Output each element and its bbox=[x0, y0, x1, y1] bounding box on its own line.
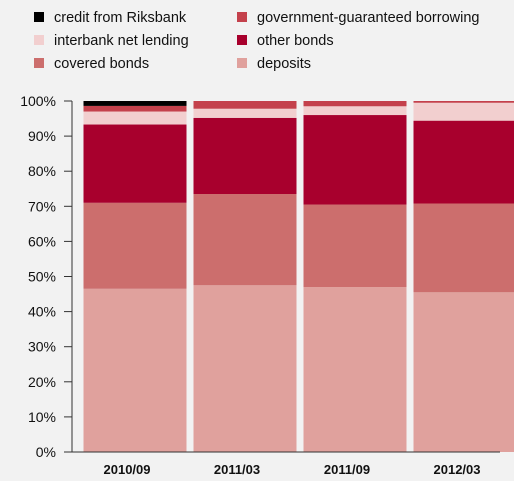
bar-other-bonds-2012-03 bbox=[413, 120, 514, 204]
bars bbox=[83, 101, 514, 452]
bar-deposits-2011-03 bbox=[193, 285, 297, 452]
legend: credit from Riksbank government-guarantee… bbox=[34, 10, 479, 72]
legend-label-government-guaranteed-borrowing: government-guaranteed borrowing bbox=[257, 10, 479, 26]
bar-government-guaranteed-borrowing-2011-03 bbox=[193, 101, 297, 109]
y-tick-label: 0% bbox=[36, 444, 56, 460]
bar-other-bonds-2010-09 bbox=[83, 124, 187, 203]
y-tick-label: 70% bbox=[28, 198, 56, 214]
x-category-label: 2012/03 bbox=[434, 462, 481, 477]
legend-label-covered-bonds: covered bonds bbox=[54, 56, 149, 72]
y-tick-label: 10% bbox=[28, 409, 56, 425]
bar-covered-bonds-2011-09 bbox=[303, 204, 407, 288]
legend-swatch-other-bonds bbox=[237, 35, 247, 45]
bar-deposits-2011-09 bbox=[303, 287, 407, 452]
bar-deposits-2010-09 bbox=[83, 288, 187, 452]
y-tick-label: 60% bbox=[28, 233, 56, 249]
bar-credit-from-riksbank-2010-09 bbox=[83, 101, 187, 106]
legend-label-other-bonds: other bonds bbox=[257, 33, 334, 49]
bar-other-bonds-2011-09 bbox=[303, 115, 407, 205]
legend-swatch-credit-from-riksbank bbox=[34, 12, 44, 22]
bar-government-guaranteed-borrowing-2010-09 bbox=[83, 105, 187, 112]
bar-interbank-net-lending-2011-03 bbox=[193, 108, 297, 118]
bar-covered-bonds-2011-03 bbox=[193, 194, 297, 286]
y-axis: 0% 10% 20% 30% 40% 50% 60% 70% 80% 90% 100% bbox=[20, 93, 73, 460]
legend-label-credit-from-riksbank: credit from Riksbank bbox=[54, 10, 187, 26]
bar-government-guaranteed-borrowing-2012-03 bbox=[413, 101, 514, 103]
legend-swatch-interbank-net-lending bbox=[34, 35, 44, 45]
y-tick-label: 30% bbox=[28, 339, 56, 355]
y-tick-label: 50% bbox=[28, 269, 56, 285]
bar-covered-bonds-2012-03 bbox=[413, 203, 514, 293]
y-tick-label: 20% bbox=[28, 374, 56, 390]
bar-interbank-net-lending-2010-09 bbox=[83, 111, 187, 125]
legend-swatch-covered-bonds bbox=[34, 58, 44, 68]
legend-label-deposits: deposits bbox=[257, 56, 311, 72]
bar-other-bonds-2011-03 bbox=[193, 117, 297, 195]
legend-swatch-government-guaranteed-borrowing bbox=[237, 12, 247, 22]
legend-swatch-deposits bbox=[237, 58, 247, 68]
x-category-label: 2011/03 bbox=[214, 462, 260, 477]
x-category-label: 2010/09 bbox=[104, 462, 151, 477]
y-tick-label: 80% bbox=[28, 163, 56, 179]
bar-interbank-net-lending-2011-09 bbox=[303, 106, 407, 116]
bar-government-guaranteed-borrowing-2011-09 bbox=[303, 101, 407, 107]
bar-covered-bonds-2010-09 bbox=[83, 202, 187, 289]
y-tick-label: 40% bbox=[28, 304, 56, 320]
legend-label-interbank-net-lending: interbank net lending bbox=[54, 33, 189, 49]
x-axis: 2010/09 2011/03 2011/09 2012/03 bbox=[72, 451, 500, 477]
x-category-label: 2011/09 bbox=[324, 462, 370, 477]
bar-deposits-2012-03 bbox=[413, 292, 514, 452]
y-tick-label: 100% bbox=[20, 93, 56, 109]
y-tick-label: 90% bbox=[28, 128, 56, 144]
bar-interbank-net-lending-2012-03 bbox=[413, 102, 514, 121]
